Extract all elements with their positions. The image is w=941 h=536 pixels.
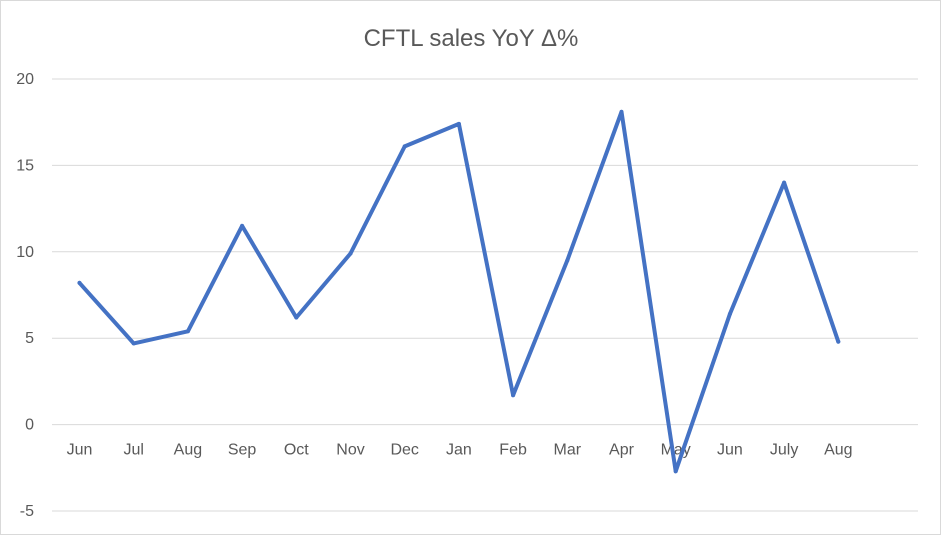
data-point — [240, 223, 245, 228]
data-point — [782, 180, 787, 185]
data-point — [185, 329, 190, 334]
y-tick-label: 15 — [16, 157, 34, 174]
x-tick-label: Mar — [554, 442, 582, 459]
data-point — [565, 258, 570, 263]
x-tick-label: Dec — [390, 442, 418, 459]
y-tick-label: -5 — [20, 503, 34, 520]
data-point — [77, 280, 82, 285]
x-tick-label: Jun — [717, 442, 743, 459]
y-tick-label: 10 — [16, 244, 34, 261]
y-axis-ticks: -5 0 5 10 15 20 — [16, 71, 34, 520]
x-tick-label: Aug — [174, 442, 202, 459]
x-tick-label: Nov — [336, 442, 364, 459]
series-layer — [77, 109, 841, 474]
y-tick-label: 20 — [16, 71, 34, 88]
x-tick-label: Sep — [228, 442, 257, 459]
data-point — [836, 339, 841, 344]
data-point — [131, 341, 136, 346]
data-point — [727, 312, 732, 317]
data-point — [673, 469, 678, 474]
data-point — [402, 144, 407, 149]
x-tick-label: Jul — [123, 442, 143, 459]
x-axis-ticks: Jun Jul Aug Sep Oct Nov Dec Jan Feb Mar Apr May Jun J… — [67, 442, 853, 459]
x-tick-label: Aug — [824, 442, 852, 459]
x-tick-label: Jan — [446, 442, 472, 459]
chart-title: CFTL sales YoY Δ% — [364, 25, 579, 52]
x-tick-label: Jun — [67, 442, 93, 459]
data-point — [456, 121, 461, 126]
x-tick-label: Feb — [499, 442, 527, 459]
data-point — [619, 109, 624, 114]
x-tick-label: Apr — [609, 442, 635, 459]
data-point — [348, 251, 353, 256]
data-point — [511, 393, 516, 398]
x-tick-label: July — [770, 442, 798, 459]
x-tick-label: Oct — [284, 442, 309, 459]
y-tick-label: 0 — [25, 417, 34, 434]
y-tick-label: 5 — [25, 330, 34, 347]
data-point — [294, 315, 299, 320]
gridlines — [52, 78, 918, 512]
